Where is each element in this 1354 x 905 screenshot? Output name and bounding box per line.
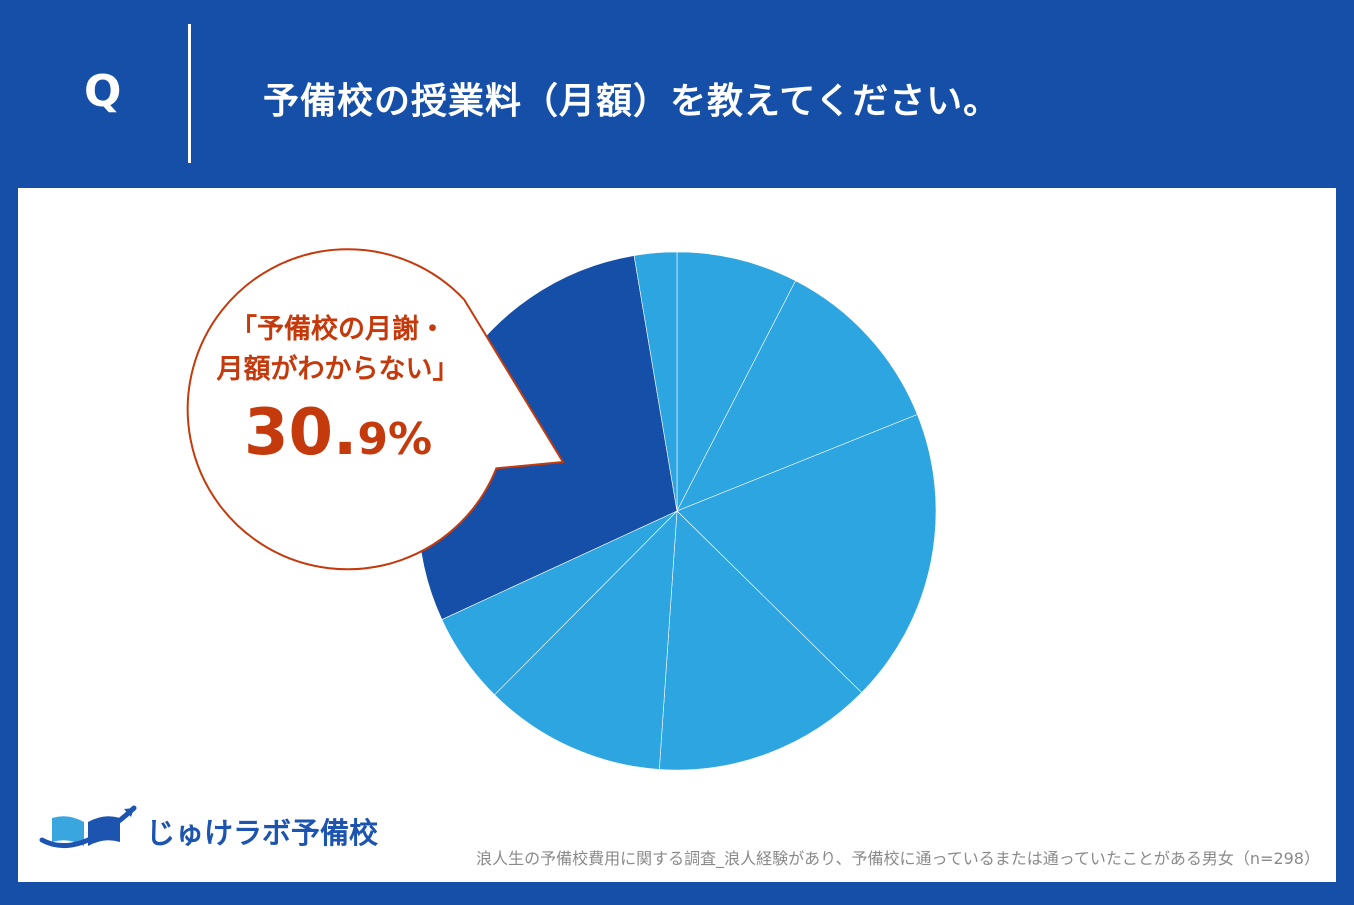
callout-line-1: 「予備校の月謝・ <box>230 314 446 345</box>
brand-logo-text: じゅけラボ予備校 <box>146 816 379 850</box>
question-label: Q <box>84 66 122 117</box>
callout-percent-main: 30. <box>243 396 358 470</box>
pie-slice <box>494 510 678 770</box>
callout-text: 「予備校の月謝・ 月額がわからない」 30.9% <box>178 310 498 483</box>
header: Q 予備校の授業料（月額）を教えてください。 <box>0 0 1354 188</box>
pie-slice <box>676 280 918 512</box>
callout-percent: 30.9% <box>178 390 498 483</box>
pie-slice <box>676 414 937 694</box>
brand-logo: じゅけラボ予備校 <box>38 796 378 856</box>
pie-slice <box>676 251 796 512</box>
callout-bubble <box>186 248 565 571</box>
pie-chart <box>186 248 937 771</box>
callout-percent-small: 9% <box>357 414 433 465</box>
pie-slice <box>633 251 678 512</box>
callout-line-2: 月額がわからない」 <box>216 354 460 385</box>
pie-slice <box>658 510 863 771</box>
book-logo-icon <box>39 805 137 849</box>
header-divider <box>188 24 191 163</box>
question-title: 予備校の授業料（月額）を教えてください。 <box>263 81 1001 122</box>
chart-panel: 「予備校の月謝・ 月額がわからない」 30.9% じゅけラボ予備校 浪人生の予備… <box>18 188 1336 882</box>
survey-footnote: 浪人生の予備校費用に関する調査_浪人経験があり、予備校に通っているまたは通ってい… <box>476 849 1320 868</box>
